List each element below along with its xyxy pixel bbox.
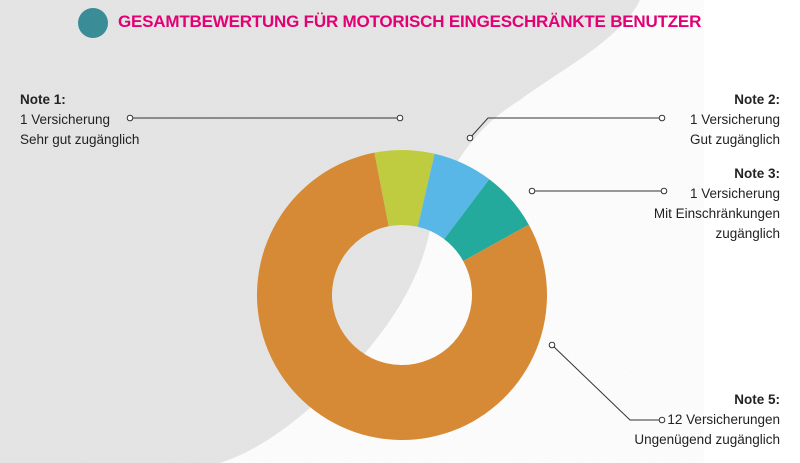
leader-dot: [396, 114, 404, 122]
leader-dot: [528, 187, 536, 195]
leader-dot: [658, 416, 666, 424]
donut-slice-note-3: [444, 179, 529, 262]
leader-dot: [126, 114, 134, 122]
leader-dot: [660, 187, 668, 195]
label-note3: Note 3: 1 Versicherung Mit Einschränkungen…: [653, 166, 780, 241]
leader-line: [551, 344, 662, 421]
leader-line: [469, 117, 662, 139]
donut-slice-note-2: [417, 153, 490, 240]
leader-dot: [466, 134, 474, 142]
donut-slice-note-1: [374, 150, 435, 227]
leader-dot: [548, 341, 556, 349]
accessibility-hand-icon: [78, 8, 108, 38]
chart-title: GESAMTBEWERTUNG FÜR MOTORISCH EINGESCHRÄ…: [118, 12, 702, 31]
leader-dot: [658, 114, 666, 122]
label-note5: Note 5: 12 Versicherungen Ungenügend zugän…: [634, 392, 780, 447]
label-note2: Note 2: 1 Versicherung Gut zugänglich: [689, 92, 780, 147]
label-note1: Note 1: 1 Versicherung Sehr gut zugänglich: [20, 92, 140, 147]
donut-slice-note-5: [257, 152, 548, 440]
